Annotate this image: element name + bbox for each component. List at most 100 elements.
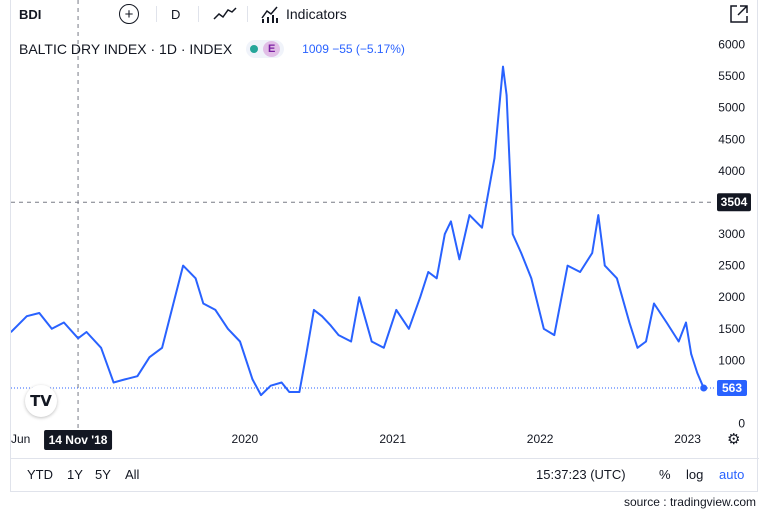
toolbar-divider bbox=[156, 6, 157, 22]
data-point bbox=[305, 353, 308, 355]
data-point bbox=[85, 331, 88, 333]
y-tick-label: 6000 bbox=[718, 38, 745, 52]
range-5y-button[interactable]: 5Y bbox=[95, 467, 111, 482]
data-point bbox=[358, 296, 360, 299]
data-point bbox=[542, 328, 545, 330]
chart-widget: BDI + D Indicators 050010001500200025003… bbox=[10, 0, 759, 492]
y-tick-label: 1000 bbox=[718, 353, 745, 367]
data-point bbox=[214, 309, 217, 311]
source-caption: source : tradingview.com bbox=[623, 495, 756, 509]
data-point bbox=[227, 328, 229, 330]
x-tick-label: 2023 bbox=[674, 432, 701, 446]
log-scale-button[interactable]: log bbox=[686, 467, 704, 482]
bottom-toolbar: YTD 1Y 5Y All 15:37:23 (UTC) % log auto bbox=[11, 458, 759, 488]
data-point bbox=[260, 394, 262, 396]
crosshair-date-label-bg bbox=[44, 430, 113, 450]
utc-clock[interactable]: 15:37:23 (UTC) bbox=[536, 467, 626, 482]
data-point bbox=[148, 356, 151, 359]
data-point bbox=[616, 277, 618, 280]
toolbar-divider bbox=[198, 6, 199, 22]
compare-add-icon[interactable]: + bbox=[119, 4, 139, 24]
data-point bbox=[337, 334, 340, 336]
last-price-label: 563 bbox=[722, 381, 742, 395]
open-in-new-window-icon[interactable] bbox=[729, 4, 749, 24]
data-point bbox=[288, 391, 291, 393]
data-point bbox=[597, 214, 600, 216]
last-price-label-bg bbox=[717, 380, 747, 397]
data-point bbox=[25, 315, 28, 317]
data-point bbox=[194, 277, 197, 280]
data-point bbox=[350, 340, 352, 343]
y-tick-label: 3000 bbox=[718, 227, 745, 241]
data-point bbox=[136, 375, 139, 377]
data-point bbox=[653, 302, 655, 305]
data-point bbox=[239, 340, 241, 343]
series-line bbox=[11, 65, 705, 397]
data-point bbox=[481, 226, 483, 229]
range-all-button[interactable]: All bbox=[125, 467, 140, 482]
legend-status-pill: E bbox=[246, 40, 285, 58]
x-tick-label: 2020 bbox=[232, 432, 259, 446]
data-point bbox=[370, 340, 373, 343]
data-point bbox=[520, 252, 522, 254]
data-point bbox=[435, 277, 438, 280]
percent-scale-button[interactable]: % bbox=[659, 467, 671, 482]
y-tick-label: 4000 bbox=[718, 164, 745, 178]
data-point bbox=[124, 378, 126, 381]
data-point bbox=[77, 337, 79, 340]
range-1y-button[interactable]: 1Y bbox=[67, 467, 83, 482]
data-point bbox=[566, 264, 569, 267]
data-point bbox=[313, 309, 315, 311]
line-chart-type-icon[interactable] bbox=[213, 6, 237, 22]
y-tick-label: 2500 bbox=[718, 259, 745, 273]
data-point bbox=[530, 277, 533, 280]
data-point bbox=[511, 233, 514, 235]
data-point bbox=[603, 264, 606, 267]
symbol-search-button[interactable]: BDI bbox=[19, 6, 42, 22]
data-point bbox=[63, 321, 65, 324]
data-point bbox=[11, 331, 12, 333]
data-point bbox=[468, 214, 471, 216]
x-tick-label: Jun bbox=[11, 432, 30, 446]
data-point bbox=[269, 384, 272, 387]
y-tick-label: 0 bbox=[738, 417, 745, 431]
data-point bbox=[696, 372, 699, 374]
data-point bbox=[444, 233, 446, 235]
legend-title: BALTIC DRY INDEX · 1D · INDEX bbox=[19, 41, 233, 57]
data-point bbox=[383, 346, 385, 349]
gear-icon[interactable]: ⚙ bbox=[727, 431, 741, 448]
indicators-button[interactable]: Indicators bbox=[260, 4, 347, 24]
data-point bbox=[280, 381, 283, 384]
data-point bbox=[427, 271, 430, 273]
indicators-icon bbox=[261, 6, 278, 23]
data-point bbox=[202, 302, 205, 305]
data-point bbox=[161, 346, 163, 349]
chart-legend: BALTIC DRY INDEX · 1D · INDEX E 1009 −55… bbox=[19, 40, 405, 58]
data-point bbox=[38, 312, 41, 314]
data-point bbox=[100, 346, 102, 349]
data-point bbox=[112, 381, 115, 384]
x-tick-label: 2022 bbox=[527, 432, 554, 446]
tradingview-logo-icon[interactable]: TV bbox=[25, 385, 57, 417]
indicators-label: Indicators bbox=[286, 6, 347, 22]
data-point bbox=[330, 324, 332, 327]
data-point bbox=[665, 321, 668, 324]
data-point bbox=[677, 340, 680, 343]
data-point bbox=[251, 378, 254, 381]
data-point bbox=[645, 340, 647, 343]
data-point bbox=[298, 391, 301, 393]
range-ytd-button[interactable]: YTD bbox=[27, 467, 53, 482]
exchange-badge: E bbox=[263, 41, 281, 57]
crosshair-price-label-bg bbox=[717, 193, 751, 212]
data-point bbox=[579, 271, 581, 273]
data-point bbox=[419, 296, 421, 299]
interval-button[interactable]: D bbox=[171, 6, 181, 22]
data-point bbox=[685, 321, 687, 324]
data-point bbox=[182, 264, 184, 267]
auto-scale-button[interactable]: auto bbox=[719, 467, 745, 482]
y-tick-label: 1500 bbox=[718, 322, 745, 336]
data-point bbox=[493, 157, 496, 160]
data-point bbox=[395, 309, 398, 311]
data-point bbox=[553, 334, 556, 336]
price-chart[interactable]: 0500100015002000250030003500400045005000… bbox=[11, 0, 759, 458]
